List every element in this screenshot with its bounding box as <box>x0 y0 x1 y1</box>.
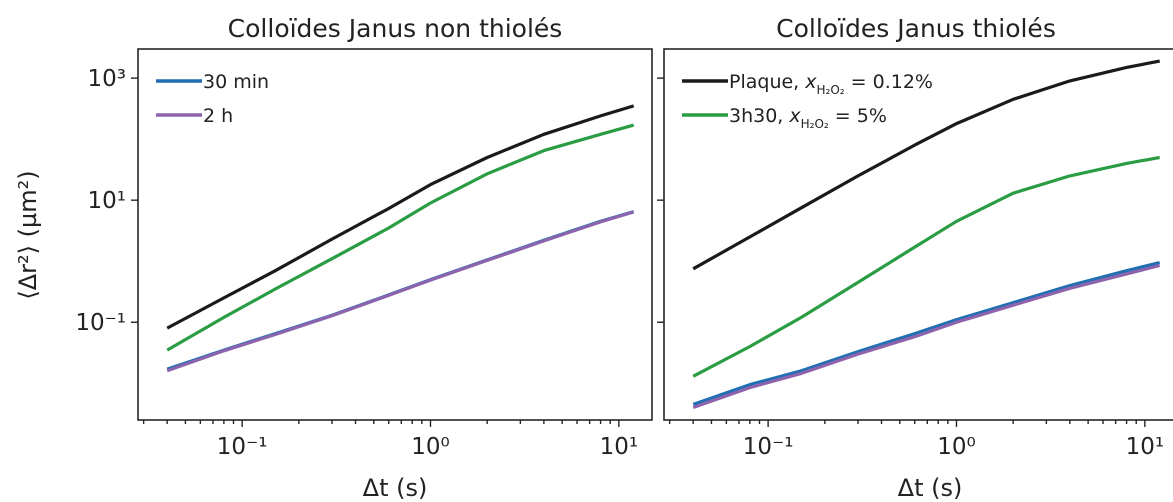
y-axis-label: ⟨Δr²⟩ (µm²) <box>14 170 42 299</box>
series-line-black <box>692 59 1160 271</box>
panel-non-thiolated: Colloïdes Janus non thiolés 10⁻¹ 10⁰ 10¹10… <box>14 14 653 502</box>
y-tick-label: 10¹ <box>88 188 127 214</box>
legend-label: 2 h <box>203 105 233 127</box>
plot-frame <box>137 48 653 421</box>
panel-thiolated: Colloïdes Janus thiolés 10⁻¹ 10⁰ 10¹ Plaqu… <box>657 14 1173 502</box>
ticks-layer: 10⁻¹ 10⁰ 10¹ <box>657 77 1165 460</box>
legend-label: 30 min <box>203 71 269 93</box>
series-layer <box>166 104 635 373</box>
panel-title: Colloïdes Janus non thiolés <box>228 14 563 43</box>
x-tick-label: 10⁰ <box>937 434 976 460</box>
x-tick-label: 10⁰ <box>411 434 450 460</box>
legend-label: Plaque, xH₂O₂ = 0.12% <box>729 71 933 97</box>
legend: 30 min 2 h <box>156 71 269 127</box>
y-tick-label: 10³ <box>88 66 127 92</box>
series-line-purple <box>692 263 1161 410</box>
x-tick-label: 10⁻¹ <box>217 434 268 460</box>
y-tick-label: 10⁻¹ <box>75 310 126 336</box>
panel-title: Colloïdes Janus thiolés <box>776 14 1056 43</box>
x-tick-label: 10¹ <box>600 434 639 460</box>
ticks-layer: 10⁻¹ 10⁰ 10¹ 10⁻¹ 10¹ 10³ <box>75 66 638 460</box>
legend-label: 3h30, xH₂O₂ = 5% <box>729 105 887 131</box>
plot-frame <box>663 48 1173 421</box>
series-line-blue <box>692 261 1161 406</box>
series-line-green <box>166 123 635 352</box>
series-line-purple <box>166 210 635 373</box>
x-axis-label: Δt (s) <box>363 474 428 502</box>
x-tick-label: 10⁻¹ <box>743 434 794 460</box>
series-line-black <box>166 104 635 330</box>
series-line-green <box>692 155 1160 378</box>
x-tick-label: 10¹ <box>1126 434 1165 460</box>
series-layer <box>692 59 1161 410</box>
legend: Plaque, xH₂O₂ = 0.12% 3h30, xH₂O₂ = 5% <box>682 71 933 131</box>
x-axis-label: Δt (s) <box>898 474 963 502</box>
